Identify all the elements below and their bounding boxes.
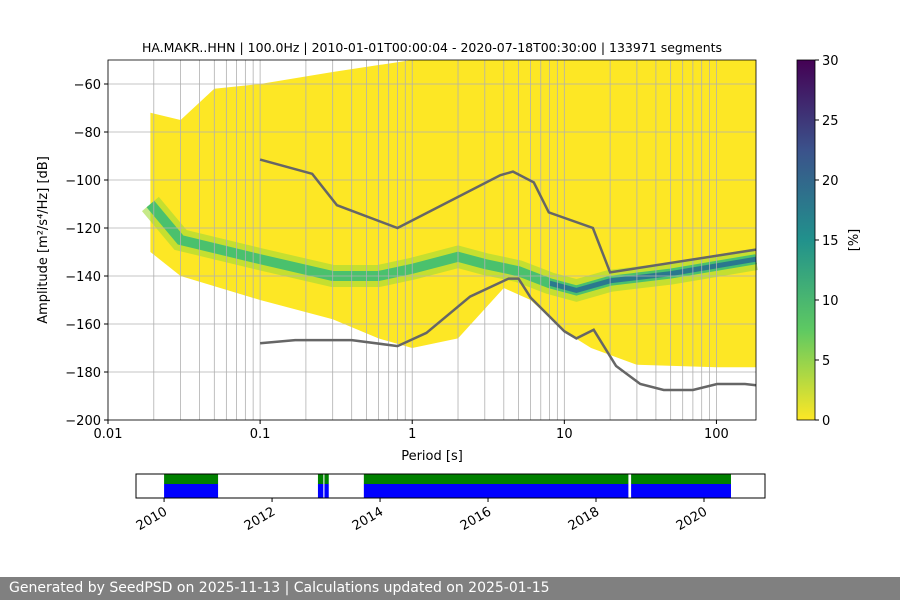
timeline-tick-label: 2018 — [566, 504, 602, 534]
x-tick-label: 0.01 — [94, 427, 123, 442]
y-tick-label: −100 — [65, 174, 101, 189]
colorbar-tick-label: 15 — [822, 234, 839, 249]
timeline-tick-label: 2020 — [674, 504, 710, 534]
ppsd-chart: HA.MAKR..HHN | 100.0Hz | 2010-01-01T00:0… — [36, 40, 862, 534]
timeline-data-bar — [324, 484, 329, 498]
timeline-tick-label: 2012 — [242, 504, 278, 534]
timeline-data-bar — [363, 484, 629, 498]
timeline-tick-label: 2016 — [458, 504, 494, 534]
colorbar-label: [%] — [847, 229, 862, 252]
timeline-gap-bar — [317, 474, 324, 484]
colorbar-ticks: 0 5 10 15 20 25 30 — [815, 54, 839, 429]
x-axis-label: Period [s] — [401, 449, 463, 464]
x-tick-label: 0.1 — [250, 427, 271, 442]
colorbar — [796, 59, 816, 421]
y-tick-label: −140 — [65, 270, 101, 285]
psd-density-envelope — [150, 60, 756, 368]
timeline-data-bar — [164, 484, 219, 498]
timeline-frame — [135, 473, 766, 499]
plot-frame — [107, 59, 757, 421]
y-axis-label: Amplitude [m²/s⁴/Hz] [dB] — [36, 156, 51, 324]
nhnm-line — [259, 158, 757, 274]
timeline-gap-bar — [631, 474, 731, 484]
data-availability-timeline: 2010 2012 2014 2016 2018 2020 — [134, 473, 766, 534]
colorbar-tick-label: 0 — [822, 414, 830, 429]
x-tick-label: 10 — [556, 427, 573, 442]
colorbar-tick-label: 5 — [822, 354, 830, 369]
timeline-data-bar — [317, 484, 324, 498]
psd-plot-area: 0.01 0.1 1 10 100 −60 −80 −100 −120 −140 −160 −180 −… — [65, 59, 758, 442]
y-tick-label: −180 — [65, 366, 101, 381]
colorbar-tick-label: 30 — [822, 54, 839, 69]
timeline-gap-bar — [164, 474, 219, 484]
nlnm-line — [259, 277, 757, 392]
timeline-gap-bar — [363, 474, 629, 484]
y-tick-label: −160 — [65, 318, 101, 333]
x-tick-label: 100 — [704, 427, 729, 442]
y-tick-label: −60 — [74, 78, 101, 93]
y-tick-label: −80 — [74, 126, 101, 141]
colorbar-tick-label: 20 — [822, 174, 839, 189]
y-tick-label: −200 — [65, 414, 101, 429]
y-tick-label: −120 — [65, 222, 101, 237]
footer: Generated by SeedPSD on 2025-11-13 | Cal… — [0, 577, 900, 600]
chart-title: HA.MAKR..HHN | 100.0Hz | 2010-01-01T00:0… — [142, 40, 722, 55]
timeline-tick-label: 2010 — [134, 504, 170, 534]
timeline-tick-label: 2014 — [350, 504, 386, 534]
timeline-data-bar — [631, 484, 731, 498]
timeline-gap-bar — [324, 474, 329, 484]
x-tick-label: 1 — [408, 427, 416, 442]
colorbar-tick-label: 10 — [822, 294, 839, 309]
colorbar-tick-label: 25 — [822, 114, 839, 129]
